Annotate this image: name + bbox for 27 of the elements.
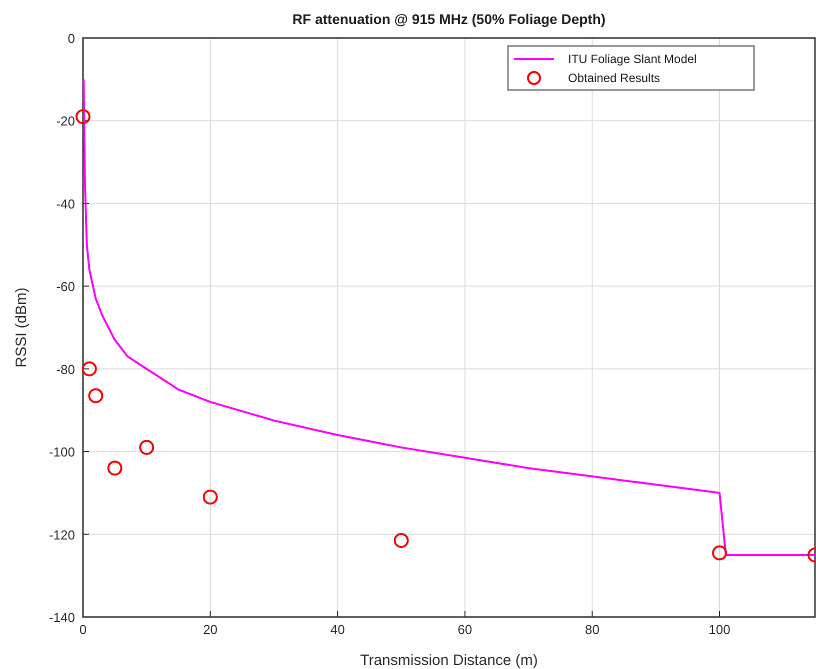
y-tick-label: -100 xyxy=(48,444,75,460)
y-tick-label: 0 xyxy=(68,31,75,46)
point xyxy=(139,440,154,455)
point xyxy=(107,460,122,476)
point xyxy=(394,532,409,548)
legend-label: ITU Foliage Slant Model xyxy=(568,52,697,66)
y-tick-label: -40 xyxy=(56,196,75,212)
x-tick-label: 0 xyxy=(79,622,87,637)
point xyxy=(202,490,218,505)
y-axis-title: RSSI (dBm) xyxy=(13,287,30,368)
x-tick-label: 100 xyxy=(708,622,730,637)
y-tick-label: -20 xyxy=(56,114,75,129)
legend-label: Obtained Results xyxy=(568,71,660,85)
y-tick-label: -140 xyxy=(48,610,75,625)
y-tick-label: -80 xyxy=(56,362,75,377)
x-tick-label: 80 xyxy=(584,622,600,637)
point xyxy=(88,388,104,404)
y-tick-label: -60 xyxy=(56,279,75,294)
point xyxy=(712,545,728,560)
x-axis-title: Transmission Distance (m) xyxy=(360,652,538,669)
x-tick-label: 60 xyxy=(458,622,472,637)
x-tick-label: 20 xyxy=(203,622,218,637)
x-tick-label: 40 xyxy=(330,622,345,637)
point xyxy=(76,109,90,124)
y-tick-label: -120 xyxy=(48,527,75,542)
point xyxy=(82,361,97,376)
chart-title: RF attenuation @ 915 MHz (50% Foliage Depth) xyxy=(292,11,606,27)
